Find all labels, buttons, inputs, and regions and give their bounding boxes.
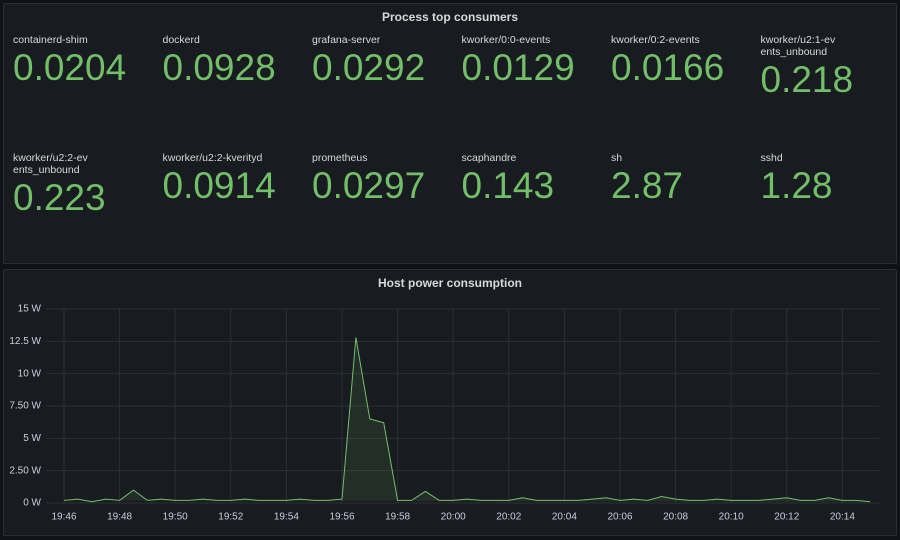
x-tick-label: 19:56 xyxy=(329,512,354,523)
x-tick-label: 20:06 xyxy=(607,512,632,523)
stat-name: kworker/u2:2-kverityd xyxy=(162,152,263,164)
stat-tile: grafana-server 0.0292 xyxy=(312,34,462,152)
stat-name: kworker/0:0-events xyxy=(461,34,551,46)
y-tick-label: 0 W xyxy=(23,498,41,509)
stat-tile: kworker/u2:2-events_unbound 0.223 xyxy=(13,152,163,270)
stat-name: kworker/u2:2-events_unbound xyxy=(13,152,88,176)
stat-tile: kworker/u2:2-kverityd 0.0914 xyxy=(163,152,313,270)
stat-tile: scaphandre 0.143 xyxy=(462,152,612,270)
stat-value: 0.0914 xyxy=(162,165,276,206)
stat-tile: dockerd 0.0928 xyxy=(163,34,313,152)
y-tick-label: 10 W xyxy=(18,368,42,379)
stat-name: sh xyxy=(611,152,623,164)
stat-value: 0.0292 xyxy=(312,47,426,88)
chart-title: Host power consumption xyxy=(378,276,522,290)
x-tick-label: 20:02 xyxy=(496,512,521,523)
x-tick-label: 19:52 xyxy=(218,512,243,523)
x-tick-label: 19:58 xyxy=(385,512,410,523)
stat-value: 0.0129 xyxy=(461,47,575,88)
x-tick-label: 19:50 xyxy=(163,512,188,523)
stat-tile: kworker/0:2-events 0.0166 xyxy=(611,34,761,152)
stat-value: 0.0166 xyxy=(611,47,725,88)
y-tick-label: 12.5 W xyxy=(9,336,41,347)
stat-tile: prometheus 0.0297 xyxy=(312,152,462,270)
stat-grid: containerd-shim 0.0204 dockerd 0.0928 grafan… xyxy=(13,34,900,270)
y-tick-label: 7.50 W xyxy=(9,401,41,412)
stat-value: 1.28 xyxy=(760,165,833,206)
stat-name: dockerd xyxy=(162,34,200,46)
stat-name: scaphandre xyxy=(461,152,517,164)
stat-panel: Process top consumers containerd-shim 0.0… xyxy=(3,3,897,264)
stat-value: 0.223 xyxy=(13,177,106,218)
chart: 0 W 2.50 W 5 W 7.50 W 10 W 12.5 W 15 W 19:46 19:… xyxy=(9,304,879,523)
x-tick-label: 19:46 xyxy=(51,512,76,523)
chart-panel: Host power consumption 0 W 2.50 W 5 W 7.50 … xyxy=(3,269,897,536)
stat-name: prometheus xyxy=(312,152,368,164)
x-tick-label: 20:00 xyxy=(441,512,466,523)
stat-tile: kworker/0:0-events 0.0129 xyxy=(462,34,612,152)
y-tick-label: 5 W xyxy=(23,433,41,444)
x-tick-label: 20:04 xyxy=(552,512,577,523)
x-tick-label: 20:10 xyxy=(719,512,744,523)
stat-value: 2.87 xyxy=(611,165,684,206)
x-tick-label: 19:54 xyxy=(274,512,299,523)
stat-name: sshd xyxy=(760,152,783,164)
x-tick-label: 20:14 xyxy=(830,512,855,523)
line-series xyxy=(63,337,871,503)
x-tick-label: 20:08 xyxy=(663,512,688,523)
stat-name: containerd-shim xyxy=(13,34,88,46)
y-tick-label: 15 W xyxy=(18,304,42,315)
stat-value: 0.0204 xyxy=(13,47,127,88)
x-tick-label: 19:48 xyxy=(107,512,132,523)
stat-tile: kworker/u2:1-events_unbound 0.218 xyxy=(761,34,900,152)
stat-value: 0.143 xyxy=(461,165,555,206)
stat-name: kworker/u2:1-events_unbound xyxy=(760,34,836,58)
stat-value: 0.218 xyxy=(760,59,854,100)
stat-name: kworker/0:2-events xyxy=(611,34,700,46)
stat-tile: sshd 1.28 xyxy=(761,152,900,270)
x-tick-label: 20:12 xyxy=(774,512,799,523)
stat-name: grafana-server xyxy=(312,34,381,46)
stat-value: 0.0297 xyxy=(312,165,426,206)
stat-tile: sh 2.87 xyxy=(611,152,761,270)
y-tick-label: 2.50 W xyxy=(9,465,41,476)
panel-title: Process top consumers xyxy=(381,10,519,24)
stat-value: 0.0928 xyxy=(162,47,276,88)
stat-tile: containerd-shim 0.0204 xyxy=(13,34,163,152)
